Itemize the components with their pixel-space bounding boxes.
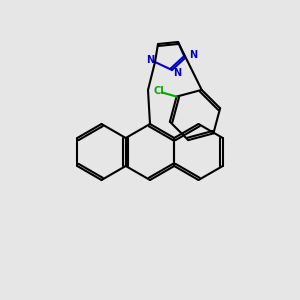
- Text: N: N: [173, 68, 181, 78]
- Text: N: N: [146, 55, 154, 65]
- Text: N: N: [189, 50, 197, 60]
- Text: Cl: Cl: [153, 85, 164, 96]
